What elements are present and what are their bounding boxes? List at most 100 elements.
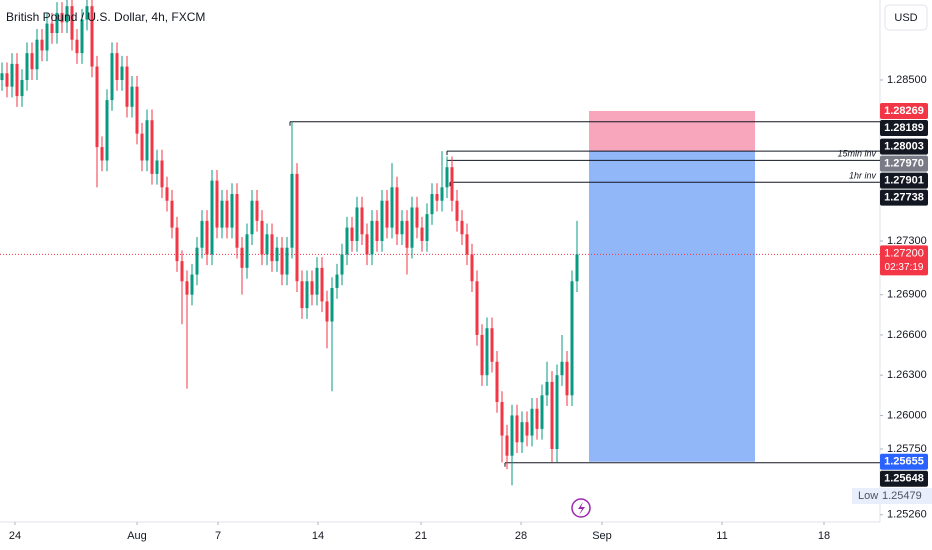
x-tick-label: 21 — [415, 530, 427, 542]
x-tick-label: 11 — [716, 530, 727, 542]
candle-body — [475, 281, 479, 335]
candle-body — [355, 207, 359, 242]
candle-body — [265, 234, 269, 255]
candle-body — [325, 301, 329, 322]
price-tag-label: 1.28189 — [884, 122, 924, 134]
candle-body — [375, 220, 379, 242]
y-tick-label: 1.27300 — [887, 235, 927, 247]
candle-body — [105, 100, 109, 161]
candle-body — [405, 220, 409, 248]
candle-body — [300, 281, 304, 309]
price-tag-label: 1.25648 — [884, 473, 924, 485]
candle-body — [350, 227, 354, 242]
candle-body — [70, 6, 74, 40]
candle-body — [480, 334, 484, 376]
candle-body — [280, 247, 284, 275]
candle-body — [60, 12, 64, 23]
price-tag — [880, 453, 928, 470]
candle-body — [540, 395, 544, 429]
candle-body — [565, 361, 569, 396]
price-tag — [880, 138, 928, 155]
currency-button[interactable] — [884, 4, 928, 31]
candle-body — [95, 66, 99, 148]
candle-body — [130, 86, 134, 107]
candle-body — [550, 381, 554, 450]
candle-body — [235, 194, 239, 248]
candle-body — [65, 6, 69, 23]
candle-body — [560, 361, 564, 376]
low-marker-label: Low — [858, 490, 878, 502]
candle-body — [315, 267, 319, 295]
candle-body — [290, 173, 294, 248]
price-tag — [880, 172, 928, 189]
candle-body — [340, 254, 344, 275]
candle-body — [140, 133, 144, 161]
price-tag — [880, 119, 928, 136]
candle-body — [530, 408, 534, 436]
candle-body — [220, 200, 224, 228]
y-tick-label: 1.28500 — [887, 74, 927, 86]
candle-body — [75, 39, 79, 54]
candle-body — [360, 207, 364, 235]
candle-body — [380, 200, 384, 242]
y-tick-label: 1.25750 — [887, 443, 927, 455]
candle-body — [195, 247, 199, 275]
candle-body — [285, 247, 289, 275]
price-tag — [880, 102, 928, 119]
candle-body — [485, 328, 489, 376]
x-tick-label: 28 — [515, 530, 527, 542]
x-tick-label: 7 — [215, 530, 221, 542]
candle-body — [420, 227, 424, 242]
candle-body — [490, 328, 494, 362]
candle-body — [390, 187, 394, 228]
candle-body — [225, 200, 229, 228]
candle-body — [335, 274, 339, 288]
candle-body — [30, 53, 34, 70]
y-tick-label: 1.26000 — [887, 409, 927, 421]
candle-body — [255, 200, 259, 221]
candle-body — [445, 167, 449, 188]
candle-body — [180, 261, 184, 282]
candle-body — [270, 234, 274, 262]
candle-body — [100, 147, 104, 161]
low-marker-value: 1.25479 — [882, 490, 922, 502]
level-label: 1hr inv — [849, 171, 877, 181]
candle-body — [430, 194, 434, 215]
candle-body — [110, 53, 114, 101]
candle-body — [410, 207, 414, 248]
candle-body — [45, 23, 49, 51]
candle-body — [555, 375, 559, 450]
candle-body — [25, 53, 29, 80]
candle-body — [495, 361, 499, 403]
candle-body — [520, 422, 524, 443]
candle-body — [310, 281, 314, 295]
stop-zone — [589, 110, 755, 152]
currency-label[interactable]: USD — [894, 12, 917, 24]
candle-body — [570, 281, 574, 396]
candle-body — [160, 160, 164, 188]
candle-body — [230, 194, 234, 228]
candle-body — [90, 6, 94, 67]
candle-body — [215, 180, 219, 228]
candle-body — [275, 247, 279, 262]
candle-body — [460, 220, 464, 235]
candle-body — [515, 415, 519, 443]
candle-body — [415, 207, 419, 228]
x-tick-label: 18 — [818, 530, 830, 542]
candle-body — [370, 220, 374, 255]
price-tag — [880, 470, 928, 487]
candle-body — [80, 19, 84, 54]
candle-body — [35, 39, 39, 70]
candle-body — [175, 227, 179, 262]
candle-body — [155, 160, 159, 174]
x-tick-label: Aug — [127, 530, 147, 542]
candle-body — [330, 287, 334, 322]
candle-body — [365, 234, 369, 255]
candle-body — [320, 267, 324, 302]
current-price-tag — [880, 245, 928, 276]
candle-body — [150, 120, 154, 174]
events-icon[interactable] — [571, 498, 591, 518]
candle-body — [345, 227, 349, 255]
candle-body — [240, 247, 244, 268]
